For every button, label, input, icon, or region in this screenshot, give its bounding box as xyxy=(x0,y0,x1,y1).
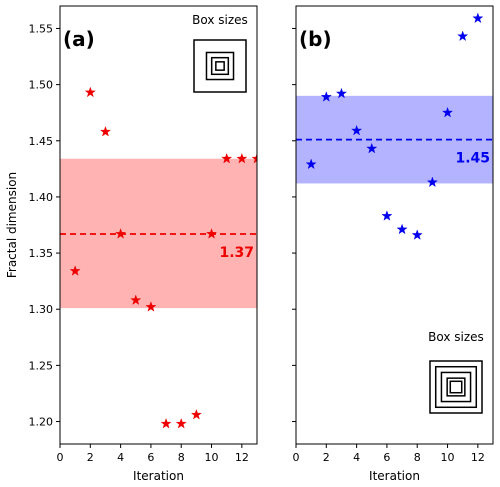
data-point xyxy=(130,294,142,305)
y-tick-label: 1.45 xyxy=(29,135,54,148)
data-point xyxy=(84,86,96,98)
data-point xyxy=(426,176,438,188)
data-point xyxy=(206,228,218,239)
panel-label: (b) xyxy=(299,27,332,51)
data-point xyxy=(396,223,408,235)
x-tick-label: 10 xyxy=(441,451,455,464)
data-point xyxy=(69,265,81,276)
box-sizes-title: Box sizes xyxy=(428,330,484,344)
std-band xyxy=(296,95,493,184)
plot-frame xyxy=(59,5,258,445)
data-point xyxy=(442,106,454,118)
box-size-square xyxy=(449,380,463,394)
y-tick-label: 1.20 xyxy=(29,416,54,429)
box-sizes-inset: Box sizes xyxy=(192,13,248,93)
box-sizes-inset: Box sizes xyxy=(428,330,484,414)
data-point xyxy=(457,30,469,42)
y-tick-label: 1.25 xyxy=(29,359,54,372)
box-size-square xyxy=(440,371,472,403)
x-tick-label: 12 xyxy=(235,451,249,464)
y-tick-label: 1.35 xyxy=(29,247,54,260)
box-sizes-title: Box sizes xyxy=(192,13,248,27)
x-tick-label: 2 xyxy=(323,451,330,464)
box-size-square xyxy=(215,61,225,71)
x-tick-label: 4 xyxy=(117,451,124,464)
x-axis-label: Iteration xyxy=(369,469,420,483)
plot-area xyxy=(60,86,257,429)
data-point xyxy=(251,152,257,164)
data-point xyxy=(472,12,484,24)
box-size-square xyxy=(434,365,478,409)
data-point xyxy=(145,301,157,312)
panel-label: (a) xyxy=(63,27,95,51)
panel-a: 0 2 4 6 8 10 12 1.20 1.25 1.30 1.35 1.40 1.45 1.50 1.5… xyxy=(5,5,258,483)
x-tick-label: 8 xyxy=(178,451,185,464)
box-size-square xyxy=(210,56,230,76)
data-point xyxy=(236,152,248,164)
x-tick-label: 4 xyxy=(353,451,360,464)
data-point xyxy=(366,142,378,154)
box-size-square xyxy=(446,377,466,397)
std-band xyxy=(60,158,257,309)
panel-b: 0 2 4 6 8 10 12 Iteration (b) 1.45 Box sizes xyxy=(292,5,494,483)
data-point xyxy=(320,91,332,102)
x-tick-label: 0 xyxy=(293,451,300,464)
x-tick-label: 6 xyxy=(147,451,154,464)
data-point xyxy=(160,417,172,429)
data-point xyxy=(99,125,111,137)
plot-area xyxy=(296,12,493,240)
mean-value-label: 1.37 xyxy=(219,245,254,261)
data-point xyxy=(115,228,127,239)
x-tick-label: 2 xyxy=(87,451,94,464)
plot-frame xyxy=(295,5,494,445)
data-point xyxy=(190,408,202,420)
mean-value-label: 1.45 xyxy=(455,151,490,167)
data-point xyxy=(351,124,363,136)
data-point xyxy=(221,152,233,164)
y-tick-label: 1.40 xyxy=(29,191,54,204)
y-tick-label: 1.50 xyxy=(29,79,54,92)
y-axis-label: Fractal dimension xyxy=(5,172,19,278)
y-tick-label: 1.55 xyxy=(29,22,54,35)
box-size-square xyxy=(205,51,235,81)
box-size-square xyxy=(429,360,483,414)
box-size-square xyxy=(193,39,247,93)
x-tick-label: 10 xyxy=(205,451,219,464)
x-tick-label: 0 xyxy=(57,451,64,464)
data-point xyxy=(381,210,393,221)
x-axis-label: Iteration xyxy=(133,469,184,483)
data-point xyxy=(411,229,423,240)
x-tick-label: 6 xyxy=(383,451,390,464)
x-tick-label: 12 xyxy=(471,451,485,464)
data-point xyxy=(335,87,347,99)
data-point xyxy=(175,417,187,429)
data-point xyxy=(305,158,317,170)
x-tick-label: 8 xyxy=(414,451,421,464)
y-tick-label: 1.30 xyxy=(29,303,54,316)
